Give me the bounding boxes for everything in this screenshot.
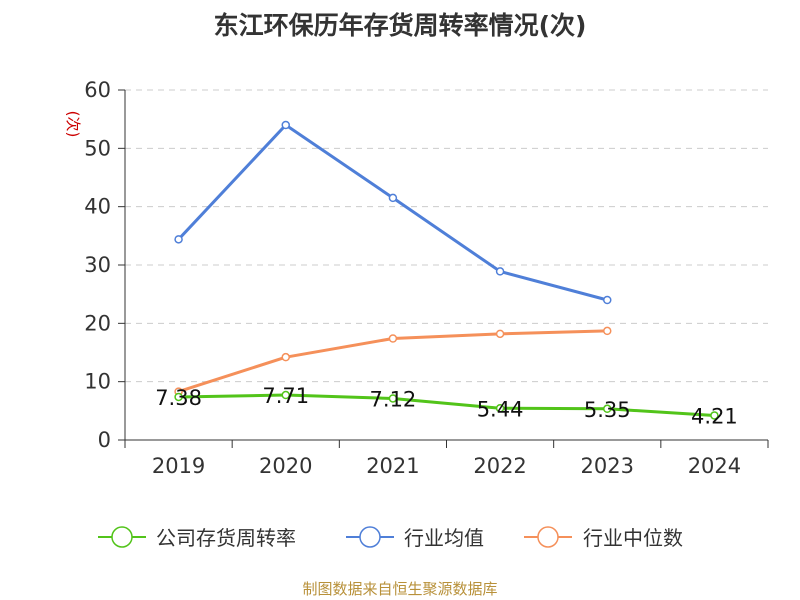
point-1-2020	[281, 120, 290, 130]
grid-lines	[125, 89, 768, 383]
y-tick-label-40: 40	[84, 195, 111, 219]
point-1-2023	[603, 295, 612, 305]
series-layer	[174, 120, 719, 420]
point-2-2021	[388, 334, 398, 343]
point-0-2022	[495, 404, 505, 413]
point-0-2020	[281, 390, 290, 400]
y-tick-label-20: 20	[84, 311, 111, 335]
y-tick-label-60: 60	[84, 78, 111, 102]
x-tick-label-2024: 2024	[688, 454, 741, 478]
data-labels: 7.38 7.71 7.12 5.44 5.35 4.21	[155, 384, 738, 428]
y-tick-label-0: 0	[98, 428, 111, 452]
series-line-1	[177, 123, 608, 302]
point-2-2022	[495, 329, 505, 339]
data-label-2021: 7.12	[370, 387, 417, 411]
source-footer: 制图数据来自恒生聚源数据库	[302, 580, 498, 598]
data-label-2024: 4.21	[691, 404, 738, 428]
legend-label-2: 行业中位数	[583, 526, 683, 550]
y-axis-label: (次)	[64, 111, 82, 138]
point-0-2019	[174, 392, 183, 402]
legend-item-2[interactable]: 行业中位数	[524, 526, 683, 550]
x-tick-label-2021: 2021	[366, 454, 419, 478]
point-1-2019	[174, 235, 183, 244]
y-tick-label-30: 30	[84, 253, 111, 277]
point-2-2023	[603, 326, 612, 336]
series-0	[174, 390, 719, 420]
data-label-2020: 7.71	[262, 384, 309, 408]
data-label-2023: 5.35	[584, 398, 631, 422]
y-tick-label-10: 10	[84, 370, 111, 394]
chart-title: 东江环保历年存货周转率情况(次)	[213, 11, 587, 40]
series-line-0	[178, 393, 715, 417]
point-2-2020	[281, 352, 290, 362]
x-tick-label-2019: 2019	[152, 454, 205, 478]
legend-item-0[interactable]: 公司存货周转率	[98, 526, 296, 550]
x-tick-label-2023: 2023	[581, 454, 634, 478]
series-2	[174, 326, 612, 396]
x-tick-label-2020: 2020	[259, 454, 312, 478]
legend[interactable]: 公司存货周转率 行业均值 行业中位数	[98, 526, 683, 550]
point-1-2022	[495, 267, 505, 276]
axes: 0 10 20 30 40 50 60 2019 2020 2021 2022 2023 2024	[84, 78, 769, 478]
legend-marker-0	[111, 526, 133, 548]
data-label-2019: 7.38	[155, 386, 202, 410]
legend-marker-2	[537, 526, 559, 548]
x-tick-label-2022: 2022	[473, 454, 526, 478]
data-label-2022: 5.44	[477, 397, 524, 421]
series-1	[174, 120, 612, 305]
legend-label-0: 公司存货周转率	[156, 526, 296, 550]
legend-marker-1	[359, 526, 381, 548]
point-0-2023	[603, 404, 612, 414]
point-0-2021	[388, 394, 398, 403]
point-0-2024	[710, 411, 719, 420]
y-tick-label-50: 50	[84, 136, 111, 160]
legend-item-1[interactable]: 行业均值	[346, 526, 484, 550]
legend-label-1: 行业均值	[404, 526, 484, 550]
point-1-2021	[388, 193, 398, 203]
